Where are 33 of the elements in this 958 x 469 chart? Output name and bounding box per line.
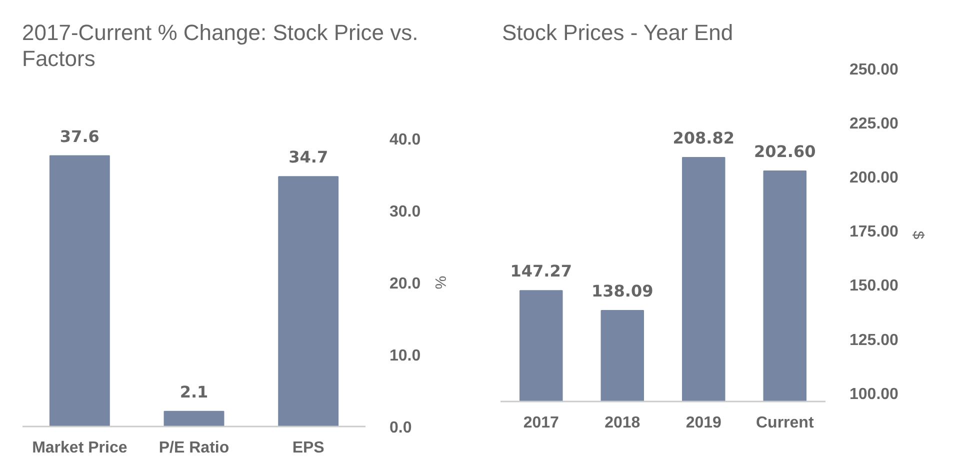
chart-title: Stock Prices - Year End [502,20,734,46]
y-tick-label: 250.00 [850,62,899,78]
y-tick-label: 10.0 [390,348,421,364]
x-tick-label: 2019 [686,414,722,432]
x-tick-label: Market Price [32,440,128,456]
y-tick-label: 0.0 [390,420,412,436]
data-label: 37.6 [60,126,100,146]
y-tick-label: 20.0 [390,276,421,292]
x-tick-label: 2017 [523,414,560,432]
bar [49,155,110,426]
y-tick-label: 125.00 [850,332,899,349]
y-tick-label: 30.0 [390,204,421,220]
data-label: 2.1 [180,382,208,402]
data-label: 138.09 [592,281,654,300]
y-tick-label: 200.00 [850,170,899,187]
y-tick-label: 40.0 [390,132,421,148]
y-axis-title: $ [909,230,926,240]
y-tick-label: 150.00 [850,278,899,295]
bar [164,410,224,426]
x-tick-label: EPS [292,440,325,456]
bar [278,176,339,426]
x-tick-label: 2018 [604,414,640,432]
x-tick-label: P/E Ratio [158,440,230,456]
data-label: 208.82 [672,128,735,148]
data-label: 34.7 [288,148,328,167]
x-tick-label: Current [756,414,814,432]
y-tick-label: 175.00 [850,224,899,241]
data-label: 202.60 [754,142,816,161]
chart-title: 2017-Current % Change: Stock Price vs. Factors [22,20,420,72]
y-axis-title: % [432,276,449,290]
data-label: 147.27 [510,262,572,281]
y-tick-label: 225.00 [850,116,899,133]
y-tick-label: 100.00 [850,386,899,403]
